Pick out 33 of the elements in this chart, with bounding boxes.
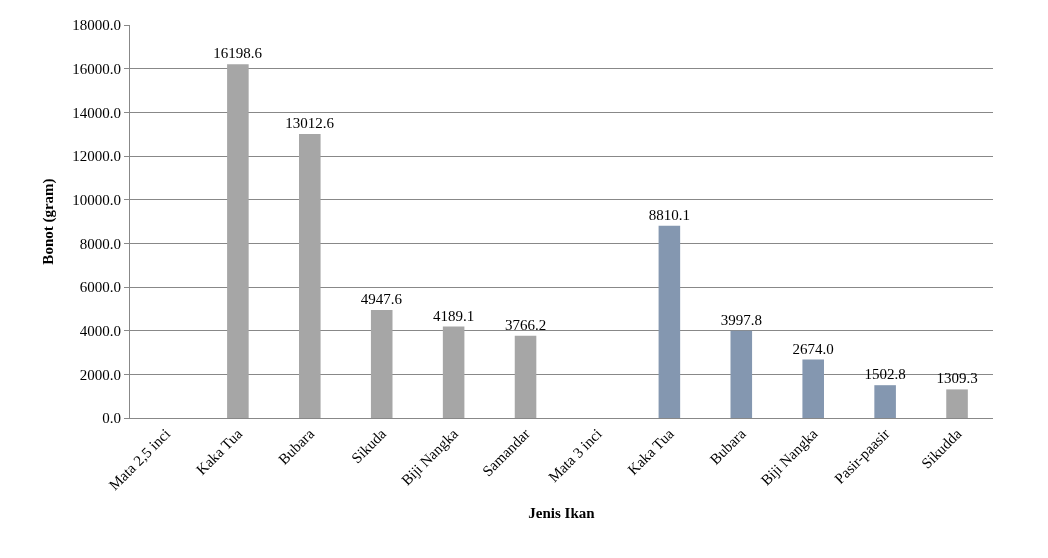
bar [370,309,393,418]
data-label: 1502.8 [864,366,906,383]
data-label: 3766.2 [504,316,547,333]
data-label: 2674.0 [792,340,834,357]
bar [946,389,968,418]
data-label: 8810.1 [648,206,690,223]
y-tick-label: 4000.0 [79,322,121,339]
data-label: 13012.6 [285,114,335,131]
bar [227,64,249,418]
data-label: 1309.3 [936,370,978,387]
data-label: 3997.8 [720,311,762,328]
y-axis-title: Bonot (gram) [39,178,57,265]
y-tick-label: 0.0 [102,410,121,427]
y-tick-label: 14000.0 [72,104,121,121]
bar [730,330,753,418]
data-label: 16198.6 [213,45,263,62]
bar [802,359,824,418]
y-tick-label: 16000.0 [72,60,121,77]
data-label: 4947.6 [360,290,403,307]
bar [658,225,681,418]
bar [442,326,465,418]
y-tick-label: 12000.0 [72,148,121,165]
y-tick-label: 8000.0 [79,235,121,252]
y-tick-label: 2000.0 [79,366,121,383]
x-tick-label: Mata 2,5 inci [105,425,174,494]
y-tick-label: 18000.0 [72,17,121,34]
bar [514,335,537,418]
y-tick-label: 6000.0 [79,279,121,296]
y-tick-label: 10000.0 [72,191,121,208]
bar [299,133,321,418]
data-label: 4189.1 [433,307,475,324]
x-axis-title: Jenis Ikan [528,505,596,522]
bar [874,385,896,418]
